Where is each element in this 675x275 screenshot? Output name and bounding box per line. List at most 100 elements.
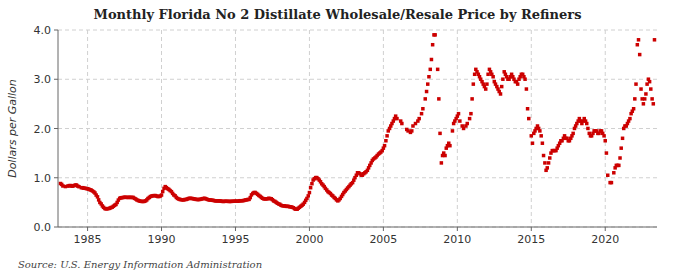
point <box>429 68 433 72</box>
grid-line <box>58 177 657 178</box>
point <box>384 139 388 143</box>
tick-mark <box>605 227 606 231</box>
point <box>448 144 452 148</box>
tick-label: 2015 <box>517 233 545 246</box>
tick-mark <box>87 227 88 231</box>
point <box>526 107 530 111</box>
point <box>436 68 440 72</box>
tick-mark <box>54 177 58 178</box>
point <box>525 87 529 91</box>
point <box>632 107 636 111</box>
grid-line <box>58 227 657 228</box>
tick-label: 4.0 <box>34 24 52 37</box>
grid-line <box>235 30 236 227</box>
grid-line <box>58 79 657 80</box>
point <box>539 134 543 138</box>
point <box>96 195 100 199</box>
point <box>652 102 656 106</box>
point <box>612 171 616 175</box>
point <box>648 80 652 84</box>
point <box>430 58 434 62</box>
point <box>417 117 421 121</box>
point <box>306 194 310 198</box>
point <box>643 97 647 101</box>
point <box>427 75 431 79</box>
grid <box>58 30 657 227</box>
point <box>653 38 657 42</box>
point <box>420 112 424 116</box>
point <box>617 164 621 168</box>
annotation: Source: U.S. Energy Information Administ… <box>18 259 262 270</box>
tick-label: 3.0 <box>34 73 52 86</box>
point <box>547 161 551 165</box>
point <box>650 97 654 101</box>
chart: 0.01.02.03.04.01985199019952000200520102… <box>0 0 675 275</box>
point <box>499 92 503 96</box>
grid-line <box>87 30 88 227</box>
point <box>618 156 622 160</box>
point <box>160 193 164 197</box>
point <box>309 186 313 190</box>
point <box>603 139 607 143</box>
point <box>634 82 638 86</box>
tick-mark <box>54 227 58 228</box>
point <box>605 151 609 155</box>
point <box>458 119 462 123</box>
tick-mark <box>54 79 58 80</box>
tick-label: 2005 <box>369 233 397 246</box>
tick-label: 2010 <box>443 233 471 246</box>
point <box>470 97 474 101</box>
grid-line <box>457 30 458 227</box>
point <box>431 43 435 47</box>
point <box>472 82 476 86</box>
grid-line <box>605 30 606 227</box>
tick-label: 2020 <box>591 233 619 246</box>
grid-line <box>58 128 657 129</box>
point <box>538 129 542 133</box>
tick-mark <box>54 30 58 31</box>
tick-label: 1995 <box>221 233 249 246</box>
tick-label: 2000 <box>295 233 323 246</box>
point <box>485 82 489 86</box>
tick-label: 1.0 <box>34 172 52 185</box>
point <box>433 33 437 37</box>
tick-label: 2.0 <box>34 123 52 136</box>
point <box>501 77 505 81</box>
point <box>310 182 314 186</box>
point <box>410 129 414 133</box>
points <box>59 33 656 211</box>
grid-line <box>383 30 384 227</box>
point <box>400 122 404 126</box>
point <box>610 181 614 185</box>
point <box>395 117 399 121</box>
x-axis-line <box>58 227 657 228</box>
point <box>644 92 648 96</box>
point <box>541 141 545 145</box>
point <box>457 112 461 116</box>
point <box>469 112 473 116</box>
grid-line <box>531 30 532 227</box>
point <box>437 97 441 101</box>
point <box>443 154 447 158</box>
y-axis-label: Dollars per Gallon <box>6 79 19 178</box>
point <box>523 77 527 81</box>
point <box>633 97 637 101</box>
point <box>586 127 590 130</box>
tick-label: 0.0 <box>34 221 52 234</box>
point <box>642 102 646 106</box>
tick-mark <box>309 227 310 231</box>
point <box>308 191 312 195</box>
point <box>484 87 488 91</box>
point <box>649 87 653 91</box>
point <box>628 117 632 121</box>
point <box>571 132 575 136</box>
point <box>548 156 552 160</box>
point <box>543 161 547 165</box>
point <box>465 122 469 126</box>
point <box>619 146 623 150</box>
point <box>542 154 546 158</box>
tick-label: 1985 <box>74 233 102 246</box>
point <box>161 190 165 194</box>
point <box>421 107 425 111</box>
point <box>527 117 531 121</box>
